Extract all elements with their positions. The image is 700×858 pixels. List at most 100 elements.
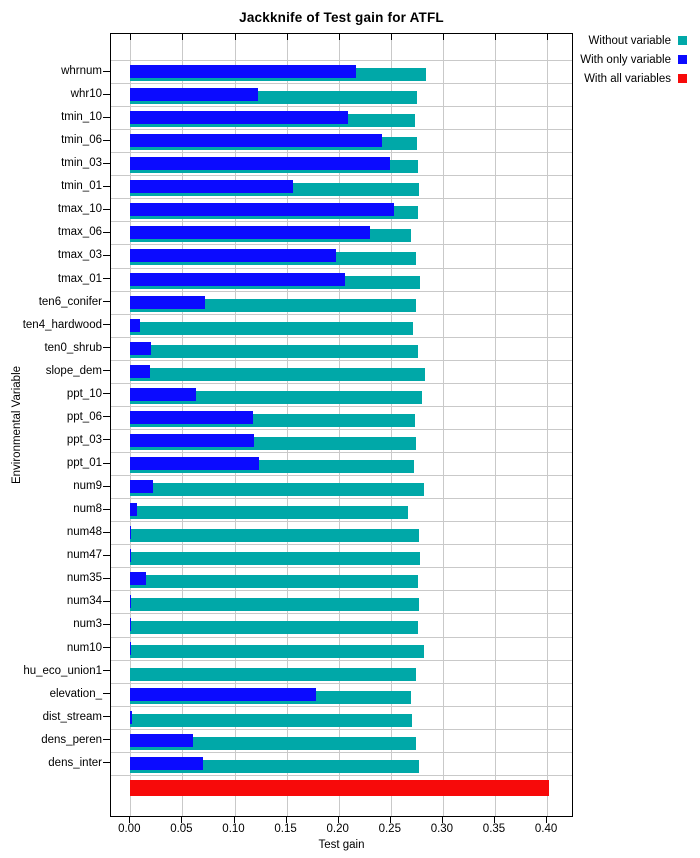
x-tick-top [390,34,392,40]
category-row [111,221,572,244]
legend-label: Without variable [588,34,671,47]
y-tick-label: dens_inter [48,756,102,769]
bar-with-only-variable [130,387,196,401]
bar-without-variable [130,667,416,681]
y-tick [103,531,110,533]
y-tick-label: slope_dem [45,364,102,377]
x-tick-bottom [337,817,339,823]
bar-with-only-variable [130,180,293,194]
y-tick [103,693,110,695]
y-tick [103,231,110,233]
bar-with-only-variable [130,341,152,355]
y-tick [103,647,110,648]
bar-without-variable [130,483,425,497]
x-tick-bottom [285,817,287,823]
y-tick-label: num34 [66,595,102,608]
x-tick-label: 0.15 [274,823,297,835]
x-tick-top [442,34,444,40]
x-tick-bottom [181,817,183,823]
gridline-vertical [547,34,549,816]
bar-without-variable [130,344,418,358]
legend: Without variable With only variable With a… [580,31,687,88]
legend-entry: With all variables [580,69,687,88]
x-tick-top [495,34,496,40]
bar-without-variable [130,575,418,589]
x-tick-label: 0.20 [326,823,349,835]
category-row [111,498,572,521]
bar-with-only-variable [130,272,345,286]
x-tick-bottom [129,817,131,823]
category-row [111,521,572,544]
category-row [111,290,572,314]
bar-without-variable [130,367,426,381]
category-row [111,475,572,498]
legend-swatch [678,74,687,83]
x-tick-label: 0.30 [430,823,454,835]
bar-with-only-variable [130,226,370,240]
y-tick [103,439,110,441]
y-tick-label: ten4_hardwood [22,318,102,331]
y-tick [103,462,110,464]
bar-without-variable [130,552,420,566]
y-tick [103,670,110,672]
x-tick-label: 0.25 [378,823,401,835]
category-row [111,152,572,175]
category-row [111,567,572,590]
x-tick-label: 0.10 [222,823,245,835]
legend-label: With only variable [580,53,671,66]
category-row [111,175,572,198]
category-row [111,129,572,152]
bar-with-only-variable [130,503,137,517]
category-row [111,428,572,452]
category-row [111,198,572,221]
bar-without-variable [130,390,423,404]
y-tick-label: ppt_01 [66,457,102,470]
x-tick-top [130,34,132,40]
bar-with-only-variable [130,480,154,494]
y-tick-label: ppt_10 [66,387,102,400]
category-row [111,544,572,567]
category-row [111,336,572,360]
y-tick [103,278,110,280]
bar-without-variable [130,506,409,520]
category-row [111,382,572,406]
y-tick-label: tmin_10 [61,111,102,124]
bar-with-only-variable [130,318,140,332]
y-tick-label: num35 [66,572,102,585]
plot-area [110,33,573,817]
y-tick-label: dist_stream [42,710,102,723]
y-tick [103,347,110,349]
y-tick-label: tmax_10 [57,203,102,216]
gridline-vertical [442,34,444,816]
bar-with-only-variable [130,733,193,747]
category-row [111,751,572,775]
y-tick-label: tmax_06 [57,226,102,239]
bar-with-only-variable [130,433,255,447]
bar-with-only-variable [130,572,146,586]
bar-with-only-variable [130,111,349,125]
y-tick-label: num48 [66,526,102,539]
y-tick-label: num9 [73,480,102,493]
category-row [111,106,572,129]
y-tick [103,577,110,579]
y-tick [103,600,110,602]
y-tick [103,739,110,741]
y-tick-label: num3 [73,618,102,631]
bar-without-variable [130,529,419,543]
bar-with-only-variable [130,157,390,171]
bar-with-only-variable [130,641,132,655]
x-tick-label: 0.05 [170,823,193,835]
bar-with-only-variable [130,549,132,563]
category-row [111,405,572,429]
y-tick-label: ten6_conifer [38,295,102,308]
y-tick [103,208,110,210]
x-tick-top [338,34,340,40]
x-tick-label: 0.00 [118,823,141,835]
bar-with-only-variable [130,618,132,632]
y-axis-title: Environmental Variable [11,365,23,485]
x-tick-top [547,34,549,40]
bar-with-only-variable [130,65,357,78]
x-tick-bottom [546,817,548,823]
category-row [111,60,572,83]
